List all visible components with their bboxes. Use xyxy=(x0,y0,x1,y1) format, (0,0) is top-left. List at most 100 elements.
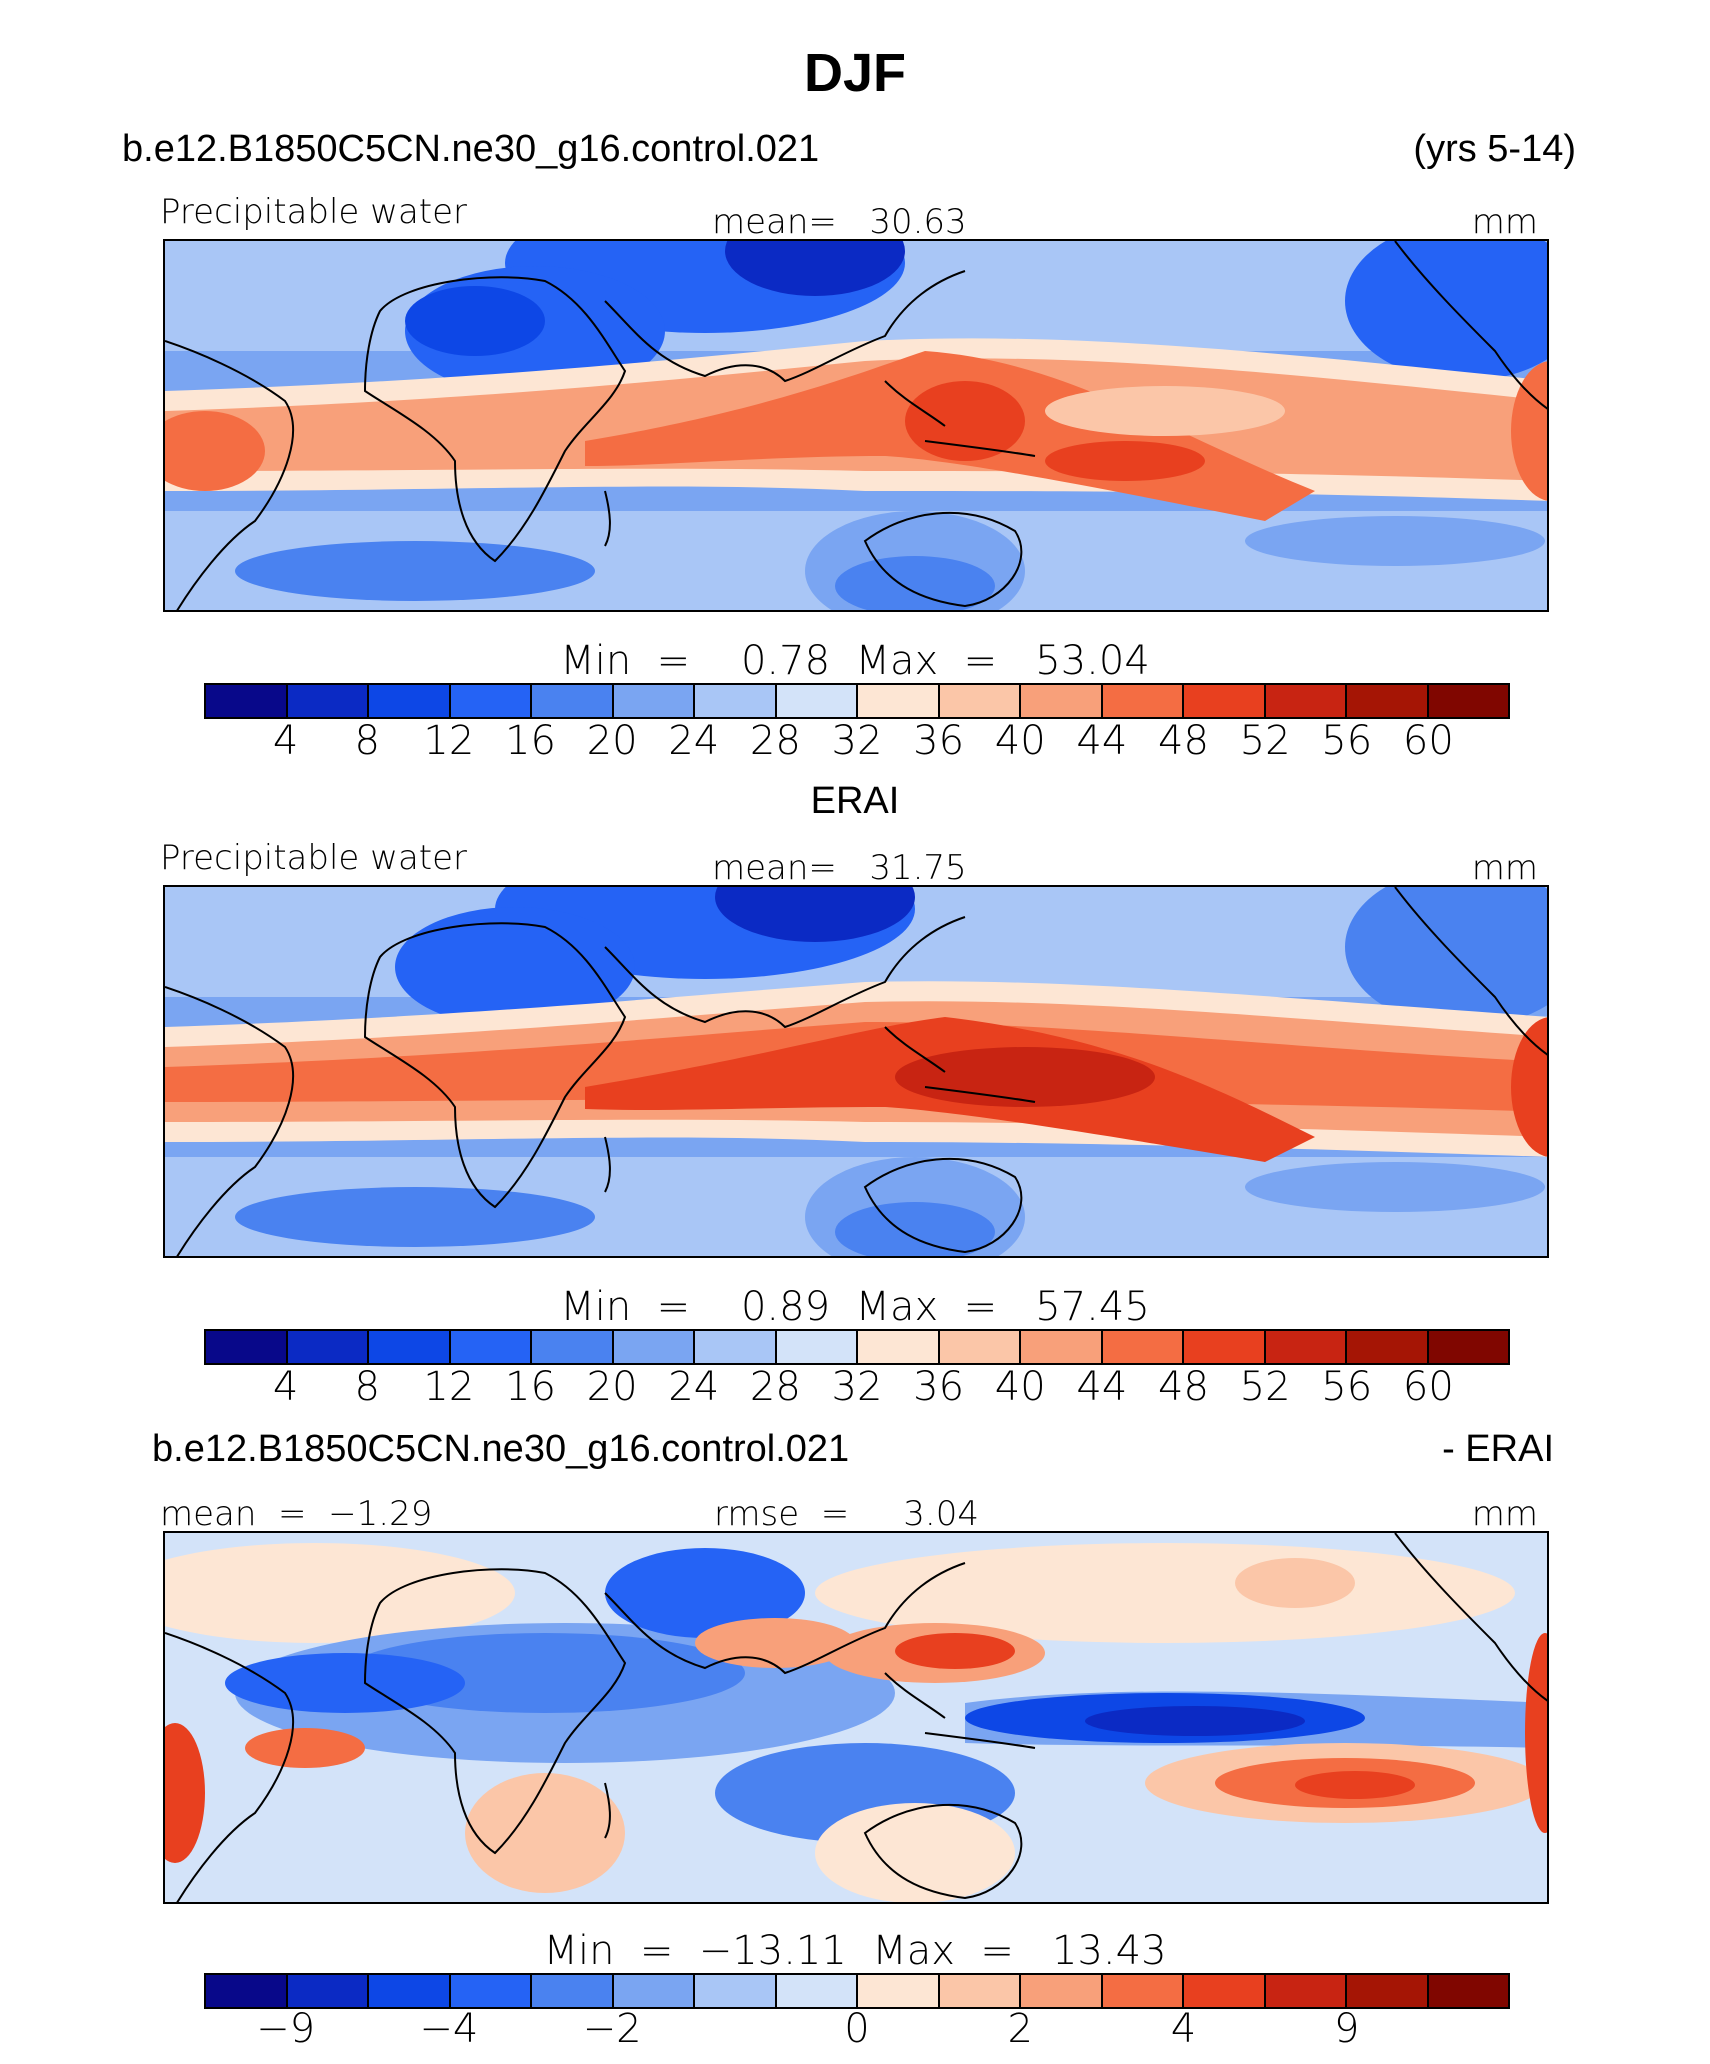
colorbar-cell xyxy=(858,685,940,717)
colorbar-cell xyxy=(1102,1975,1184,2007)
colorbar-cell xyxy=(532,1331,614,1363)
colorbar-tick-label: 8 xyxy=(354,718,380,764)
colorbar-tick-label: 32 xyxy=(831,1364,883,1410)
colorbar-tick-label: 12 xyxy=(423,1364,475,1410)
colorbar-cell xyxy=(776,1975,858,2007)
colorbar-cell xyxy=(939,1331,1021,1363)
mean-label: mean= 31.75 xyxy=(712,848,967,888)
minmax-label: Min = −13.11 Max = 13.43 xyxy=(543,1928,1167,1974)
colorbar-tick-label: 56 xyxy=(1321,1364,1373,1410)
colorbar-cell xyxy=(1184,1975,1266,2007)
colorbar-cell xyxy=(776,685,858,717)
years-label: (yrs 5-14) xyxy=(1413,128,1576,170)
variable-label: Precipitable water xyxy=(160,838,468,878)
colorbar-cell xyxy=(939,1975,1021,2007)
colorbar-tick-label: 48 xyxy=(1158,718,1209,764)
map-panel-model xyxy=(163,239,1549,612)
colorbar-cell xyxy=(1184,1331,1266,1363)
variable-label: Precipitable water xyxy=(160,192,468,232)
colorbar-tick-label: 0 xyxy=(844,2006,870,2052)
colorbar-cell xyxy=(858,1331,940,1363)
colorbar-cell xyxy=(776,1331,858,1363)
colorbar-tick-label: 40 xyxy=(994,718,1046,764)
colorbar-cell xyxy=(1265,685,1347,717)
colorbar-tick-label: 56 xyxy=(1321,718,1373,764)
difference-field xyxy=(165,1533,1547,1902)
colorbar-cell xyxy=(1021,685,1103,717)
colorbar-tick-label: 44 xyxy=(1076,1364,1128,1410)
colorbar-tick-label: 16 xyxy=(505,1364,556,1410)
colorbar-tick-label: 9 xyxy=(1334,2006,1360,2052)
diff-title-left: b.e12.B1850C5CN.ne30_g16.control.021 xyxy=(152,1428,850,1470)
colorbar-cell xyxy=(287,685,369,717)
colorbar-cell xyxy=(450,1975,532,2007)
mean-label: mean = −1.29 xyxy=(160,1494,433,1534)
colorbar-cell xyxy=(1428,685,1508,717)
colorbar-cell xyxy=(1428,1331,1508,1363)
colorbar-tick-label: 4 xyxy=(1170,2006,1197,2052)
colorbar-tick-label: 4 xyxy=(272,1364,299,1410)
colorbar-cell xyxy=(1347,685,1429,717)
colorbar-cell xyxy=(1021,1975,1103,2007)
map-panel-diff xyxy=(163,1531,1549,1904)
colorbar-model xyxy=(204,683,1510,719)
colorbar-tick-label: 32 xyxy=(831,718,883,764)
colorbar-tick-label: −9 xyxy=(256,2006,316,2052)
colorbar-tick-label: 40 xyxy=(994,1364,1046,1410)
colorbar-cell xyxy=(450,1331,532,1363)
precipitable-water-field xyxy=(165,241,1547,610)
colorbar-cell xyxy=(206,1331,288,1363)
minmax-label: Min = 0.89 Max = 57.45 xyxy=(560,1284,1150,1330)
colorbar-tick-label: 36 xyxy=(913,1364,965,1410)
colorbar-tick-label: 44 xyxy=(1076,718,1128,764)
colorbar-cell xyxy=(613,1975,695,2007)
colorbar-cell xyxy=(1265,1975,1347,2007)
colorbar-tick-label: 20 xyxy=(586,1364,638,1410)
colorbar-cell xyxy=(369,1975,451,2007)
obs-title: ERAI xyxy=(810,780,900,822)
colorbar-cell xyxy=(1102,685,1184,717)
precipitable-water-field xyxy=(165,887,1547,1256)
colorbar-cell xyxy=(695,1331,777,1363)
rmse-label: rmse = 3.04 xyxy=(714,1494,979,1534)
minmax-label: Min = 0.78 Max = 53.04 xyxy=(560,638,1150,684)
colorbar-tick-label: 28 xyxy=(749,1364,801,1410)
colorbar-cell xyxy=(695,1975,777,2007)
colorbar-cell xyxy=(1428,1975,1508,2007)
colorbar-ticks-diff: −9 −4 −2 0 2 4 9 xyxy=(0,2006,1710,2056)
colorbar-cell xyxy=(1021,1331,1103,1363)
colorbar-cell xyxy=(287,1331,369,1363)
colorbar-cell xyxy=(369,1331,451,1363)
colorbar-cell xyxy=(1265,1331,1347,1363)
diff-title-right: - ERAI xyxy=(1442,1428,1554,1470)
colorbar-tick-label: 8 xyxy=(354,1364,380,1410)
colorbar-cell xyxy=(1184,685,1266,717)
case-name: b.e12.B1850C5CN.ne30_g16.control.021 xyxy=(122,128,820,170)
colorbar-tick-label: 16 xyxy=(505,718,556,764)
colorbar-tick-label: 52 xyxy=(1239,1364,1291,1410)
colorbar-tick-label: 60 xyxy=(1402,718,1454,764)
colorbar-tick-label: 48 xyxy=(1158,1364,1209,1410)
map-panel-obs xyxy=(163,885,1549,1258)
units-label: mm xyxy=(1471,202,1538,242)
colorbar-tick-label: 24 xyxy=(668,1364,720,1410)
units-label: mm xyxy=(1471,1494,1538,1534)
colorbar-cell xyxy=(613,685,695,717)
page-title: DJF xyxy=(803,43,906,103)
colorbar-ticks-model: 4 8 12 16 20 24 28 32 36 40 44 48 52 56 60 xyxy=(0,718,1710,768)
mean-label: mean= 30.63 xyxy=(712,202,967,242)
units-label: mm xyxy=(1471,848,1538,888)
colorbar-ticks-obs: 4 8 12 16 20 24 28 32 36 40 44 48 52 56 60 xyxy=(0,1364,1710,1414)
colorbar-cell xyxy=(695,685,777,717)
colorbar-obs xyxy=(204,1329,1510,1365)
colorbar-cell xyxy=(1102,1331,1184,1363)
colorbar-cell xyxy=(450,685,532,717)
colorbar-cell xyxy=(532,685,614,717)
colorbar-tick-label: 52 xyxy=(1239,718,1291,764)
colorbar-tick-label: 28 xyxy=(749,718,801,764)
colorbar-tick-label: 60 xyxy=(1402,1364,1454,1410)
colorbar-cell xyxy=(613,1331,695,1363)
colorbar-tick-label: 2 xyxy=(1007,2006,1033,2052)
colorbar-cell xyxy=(206,1975,288,2007)
colorbar-tick-label: −2 xyxy=(582,2006,642,2052)
